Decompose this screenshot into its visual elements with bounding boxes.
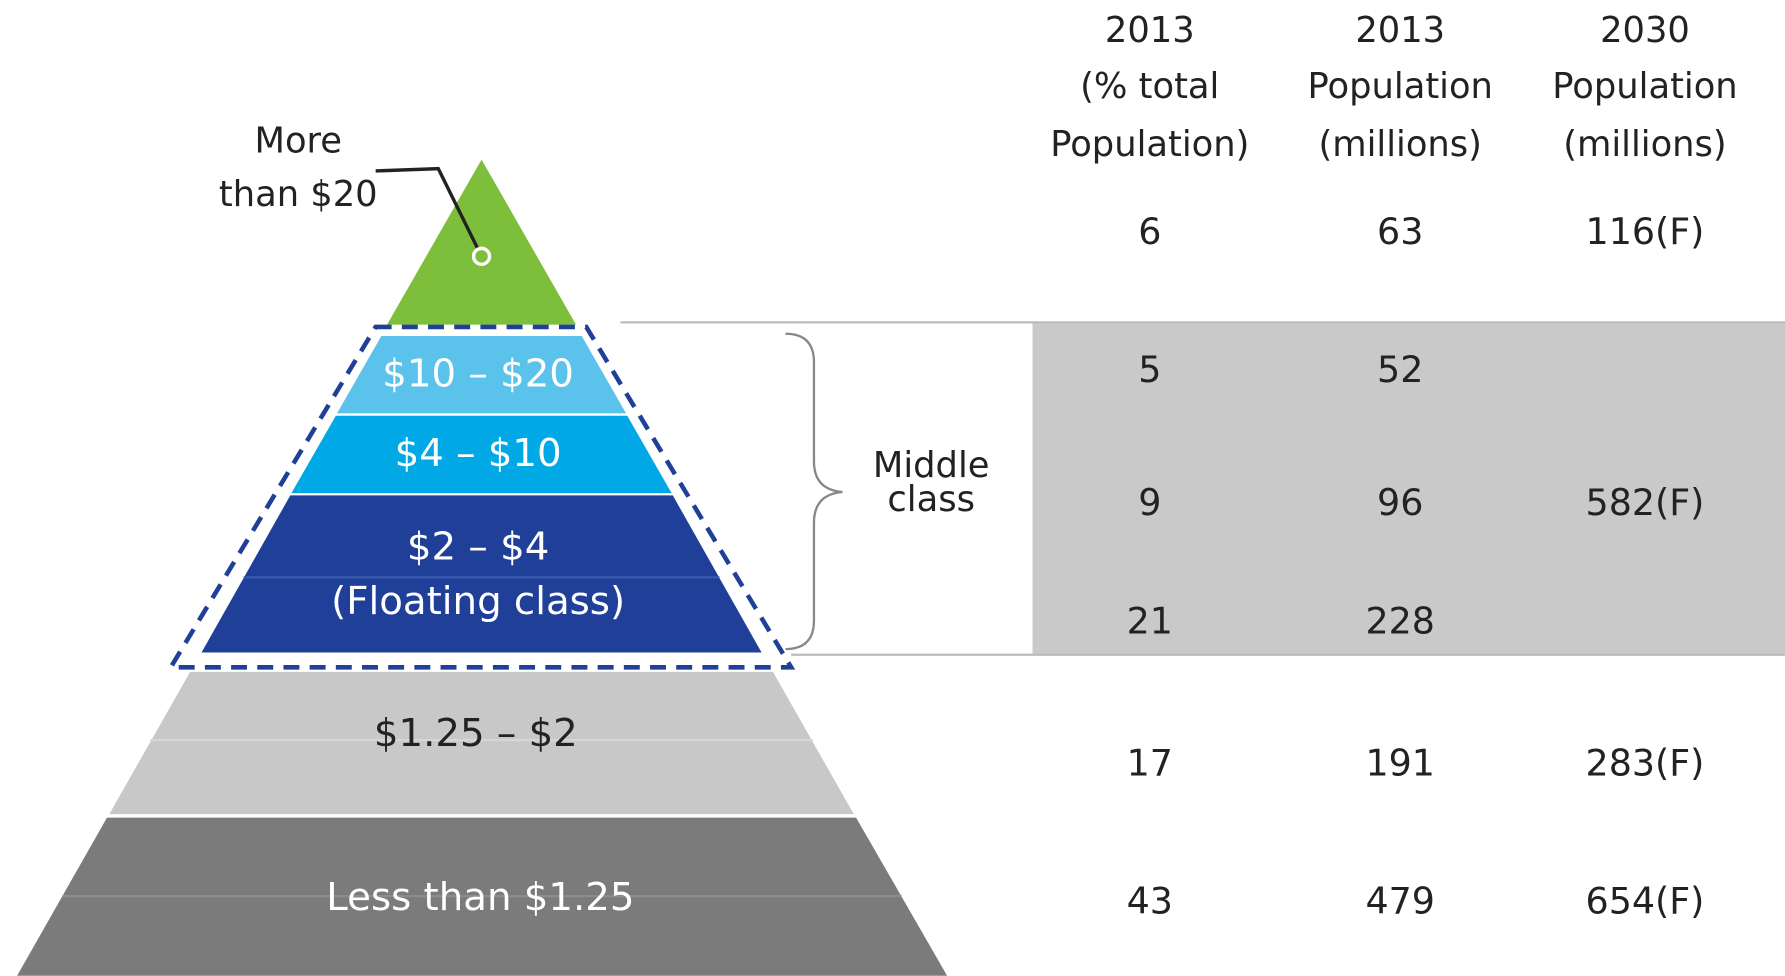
column-header: (% total (1080, 66, 1219, 107)
tier-top (387, 159, 577, 325)
middle-class-outline (166, 324, 796, 670)
column-header: Population (1308, 66, 1493, 107)
tier-2-4 (201, 495, 762, 653)
column-header: 2013 (1355, 10, 1445, 51)
column-header: 2013 (1105, 10, 1195, 51)
bracket-label: class (887, 479, 975, 520)
tier-label: than $20 (219, 174, 378, 215)
cell: 52 (1377, 348, 1423, 391)
column-header: (millions) (1319, 124, 1482, 165)
cell: 116(F) (1586, 210, 1705, 253)
tier-label: Less than $1.25 (326, 875, 634, 920)
tier-125-2 (109, 671, 854, 815)
column-header: Population) (1050, 124, 1249, 165)
cell: 191 (1365, 742, 1435, 785)
cell: 654(F) (1586, 879, 1705, 922)
brace (785, 332, 843, 651)
table: 2013 (% total Population) 2013 Population (mi… (1050, 10, 1737, 922)
tier-label: $10 – $20 (382, 351, 574, 396)
cell: 43 (1127, 879, 1173, 922)
cell: 6 (1138, 210, 1161, 253)
tier-label: More (255, 120, 342, 161)
cell: 5 (1138, 348, 1161, 391)
column-header: 2030 (1600, 10, 1690, 51)
cell: 63 (1377, 210, 1423, 253)
cell: 96 (1377, 481, 1423, 524)
tier-label: $1.25 – $2 (374, 711, 578, 756)
tier-label: $4 – $10 (395, 431, 562, 476)
middle-class-shade (1032, 322, 1785, 655)
cell: 17 (1127, 742, 1173, 785)
tier-label: $2 – $4 (407, 524, 549, 569)
callout-line (375, 166, 484, 258)
cell: 283(F) (1586, 742, 1705, 785)
cell: 228 (1365, 599, 1435, 642)
tier-label: (Floating class) (331, 579, 625, 624)
column-header: (millions) (1563, 124, 1726, 165)
cell: 9 (1138, 481, 1161, 524)
merged-cell: 582(F) (1586, 481, 1705, 524)
bracket-label: Middle (873, 445, 990, 486)
cell: 479 (1365, 879, 1435, 922)
cell: 21 (1127, 599, 1173, 642)
column-header: Population (1552, 66, 1737, 107)
callout-dot (471, 246, 492, 267)
tier-4-10 (291, 415, 672, 494)
tier-10-20 (336, 336, 627, 414)
